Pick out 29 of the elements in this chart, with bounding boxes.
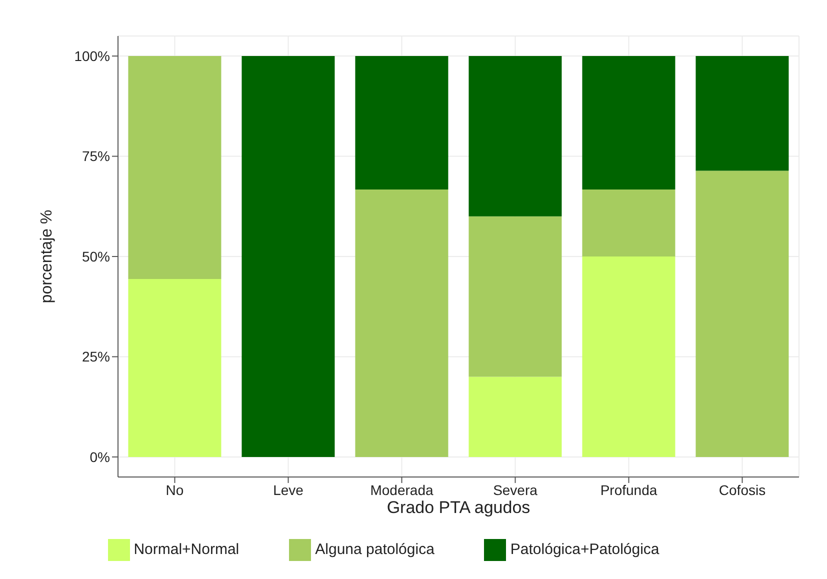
x-tick-label: Severa: [493, 482, 538, 498]
y-tick-label: 50%: [82, 248, 110, 264]
x-axis-title: Grado PTA agudos: [386, 498, 530, 517]
x-tick-label: Cofosis: [718, 482, 766, 498]
y-tick-label: 100%: [74, 48, 110, 64]
legend-label: Patológica+Patológica: [510, 540, 660, 558]
bar: [468, 216, 562, 377]
legend-label: Normal+Normal: [134, 540, 240, 558]
y-tick-label: 0%: [90, 448, 110, 465]
bar: [582, 190, 676, 256]
bar: [696, 170, 789, 457]
x-tick-label: Moderada: [370, 482, 434, 498]
bar: [242, 56, 335, 457]
bar: [468, 56, 562, 216]
x-tick-label: Leve: [273, 482, 304, 498]
bar: [355, 56, 448, 190]
bar: [128, 56, 222, 279]
bar: [128, 278, 222, 457]
bar: [582, 56, 676, 190]
y-tick-label: 75%: [82, 148, 110, 164]
bar: [696, 56, 789, 171]
legend-label: Alguna patológica: [315, 540, 434, 558]
y-tick-label: 25%: [82, 348, 110, 365]
y-axis-title: porcentaje %: [38, 210, 56, 304]
bar: [582, 256, 676, 457]
bar: [355, 190, 448, 457]
x-tick-label: Profunda: [600, 482, 658, 498]
x-tick-label: No: [166, 482, 184, 498]
bar: [468, 376, 562, 457]
